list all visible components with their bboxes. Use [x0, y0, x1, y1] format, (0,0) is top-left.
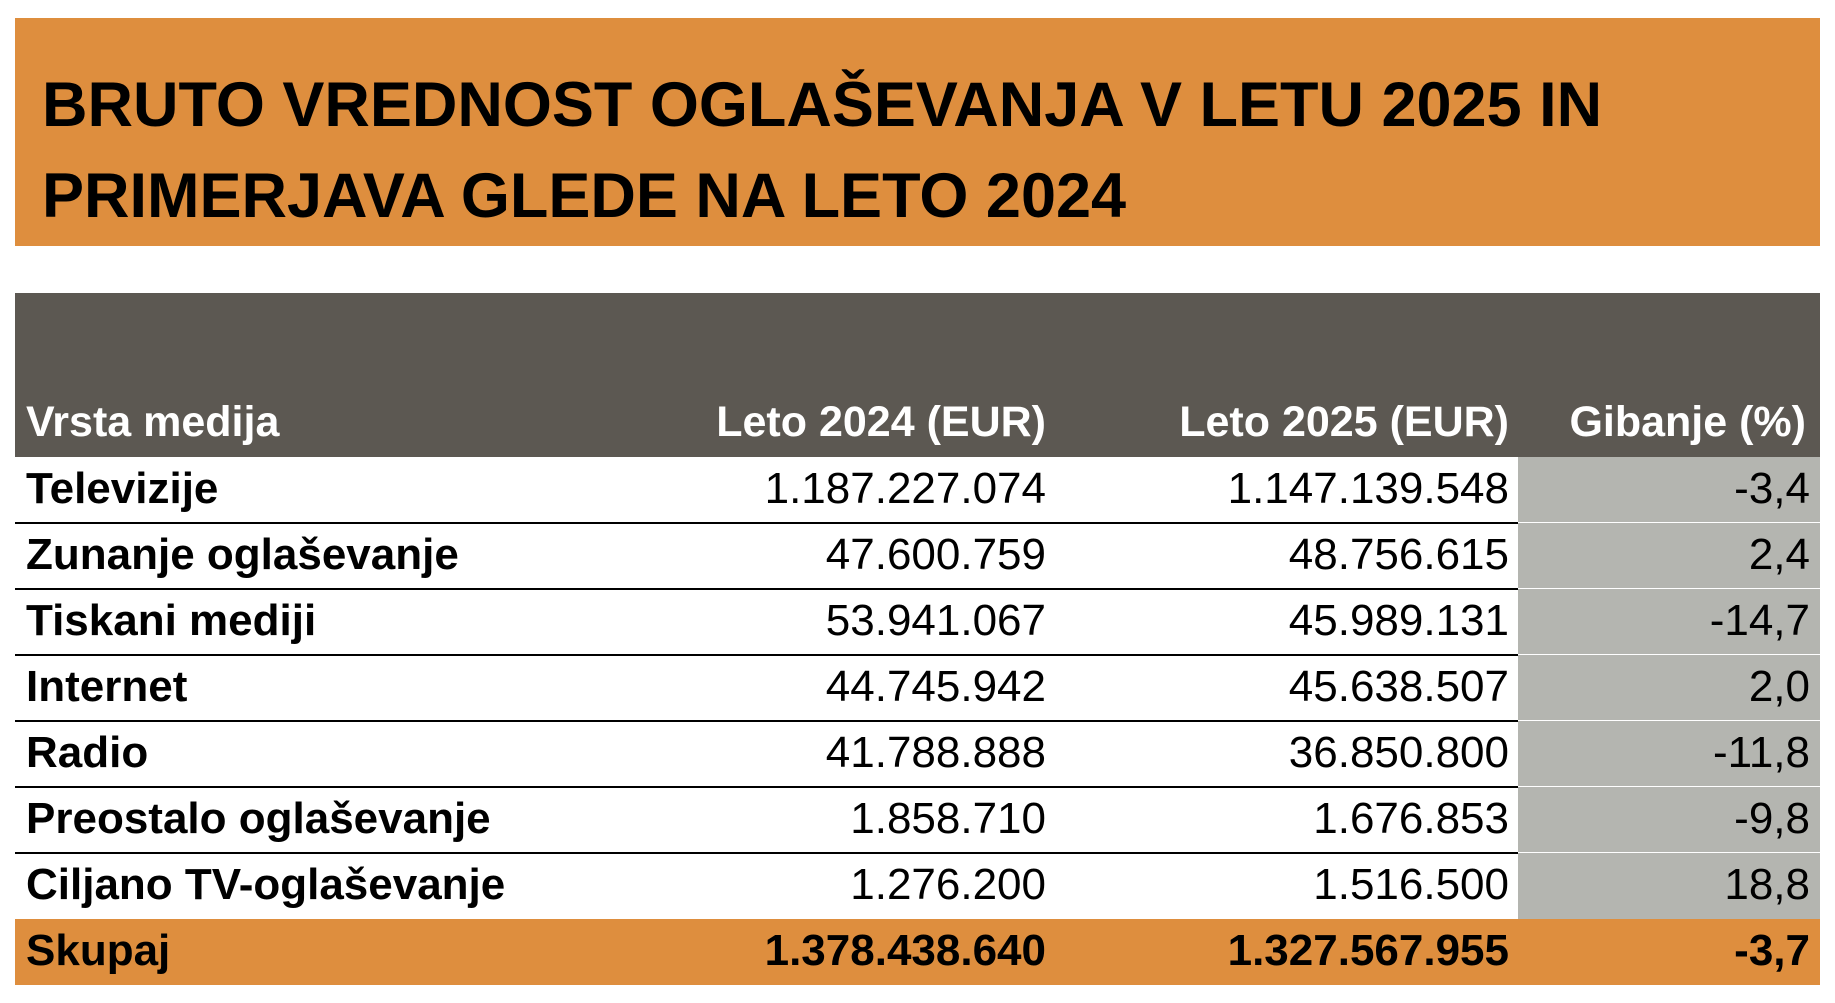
value-2024-cell: 1.276.200	[850, 860, 1046, 909]
change-cell: -11,8	[1712, 728, 1810, 777]
change-cell-bg	[1518, 457, 1820, 523]
media-type-cell: Televizije	[26, 464, 219, 513]
change-cell-bg	[1518, 853, 1820, 919]
change-cell-bg	[1518, 589, 1820, 655]
change-cell: -14,7	[1709, 596, 1810, 645]
table-row: Televizije 1.187.227.074 1.147.139.548 -3,4	[15, 457, 1820, 524]
value-2024-cell: 53.941.067	[825, 596, 1046, 645]
page-title: BRUTO VREDNOST OGLAŠEVANJA V LETU 2025 I…	[42, 70, 1603, 231]
value-2024-cell: 1.858.710	[850, 794, 1046, 843]
media-type-cell: Preostalo oglaševanje	[26, 794, 491, 843]
table-row: Tiskani mediji 53.941.067 45.989.131 -14,7	[15, 589, 1820, 656]
table-header: Vrsta medija Leto 2024 (EUR) Leto 2025 (…	[15, 293, 1820, 457]
total-change: -3,7	[1734, 926, 1810, 975]
table-row: Radio 41.788.888 36.850.800 -11,8	[15, 721, 1820, 788]
value-2025-cell: 1.676.853	[1313, 794, 1509, 843]
header-2024: Leto 2024 (EUR)	[716, 398, 1046, 446]
header-change: Gibanje (%)	[1569, 398, 1806, 446]
media-type-cell: Ciljano TV-oglaševanje	[26, 860, 506, 909]
value-2025-cell: 48.756.615	[1288, 530, 1509, 579]
row-divider	[15, 786, 1518, 788]
change-cell: 2,0	[1748, 662, 1810, 711]
row-divider	[15, 588, 1518, 590]
value-2024-cell: 1.187.227.074	[764, 464, 1046, 513]
value-2024-cell: 44.745.942	[825, 662, 1046, 711]
total-label: Skupaj	[26, 926, 171, 975]
header-media-type: Vrsta medija	[26, 398, 280, 446]
change-cell: -9,8	[1734, 794, 1810, 843]
table-row: Internet 44.745.942 45.638.507 2,0	[15, 655, 1820, 722]
total-2024: 1.378.438.640	[764, 926, 1046, 975]
table-row: Ciljano TV-oglaševanje 1.276.200 1.516.500…	[15, 853, 1820, 919]
total-2025: 1.327.567.955	[1227, 926, 1509, 975]
change-cell: 18,8	[1724, 860, 1810, 909]
advertising-table: Vrsta medija Leto 2024 (EUR) Leto 2025 (…	[15, 293, 1820, 985]
header-2025: Leto 2025 (EUR)	[1179, 398, 1509, 446]
value-2025-cell: 1.516.500	[1313, 860, 1509, 909]
change-cell-bg	[1518, 655, 1820, 721]
media-type-cell: Radio	[26, 728, 149, 777]
total-row: Skupaj 1.378.438.640 1.327.567.955 -3,7	[15, 919, 1820, 985]
value-2025-cell: 45.638.507	[1288, 662, 1509, 711]
row-divider	[15, 654, 1518, 656]
value-2024-cell: 41.788.888	[825, 728, 1046, 777]
table-row: Zunanje oglaševanje 47.600.759 48.756.615 2…	[15, 523, 1820, 590]
media-type-cell: Internet	[26, 662, 188, 711]
value-2025-cell: 45.989.131	[1288, 596, 1509, 645]
title-banner: BRUTO VREDNOST OGLAŠEVANJA V LETU 2025 I…	[15, 18, 1820, 246]
value-2025-cell: 1.147.139.548	[1227, 464, 1509, 513]
row-divider	[15, 720, 1518, 722]
media-type-cell: Zunanje oglaševanje	[26, 530, 459, 579]
value-2025-cell: 36.850.800	[1288, 728, 1509, 777]
value-2024-cell: 47.600.759	[825, 530, 1046, 579]
row-divider	[15, 522, 1518, 524]
change-cell-bg	[1518, 787, 1820, 853]
change-cell-bg	[1518, 523, 1820, 589]
change-cell: 2,4	[1748, 530, 1810, 579]
table-row: Preostalo oglaševanje 1.858.710 1.676.853 -…	[15, 787, 1820, 854]
change-cell-bg	[1518, 721, 1820, 787]
change-cell: -3,4	[1734, 464, 1810, 513]
row-divider	[15, 852, 1518, 854]
media-type-cell: Tiskani mediji	[26, 596, 317, 645]
